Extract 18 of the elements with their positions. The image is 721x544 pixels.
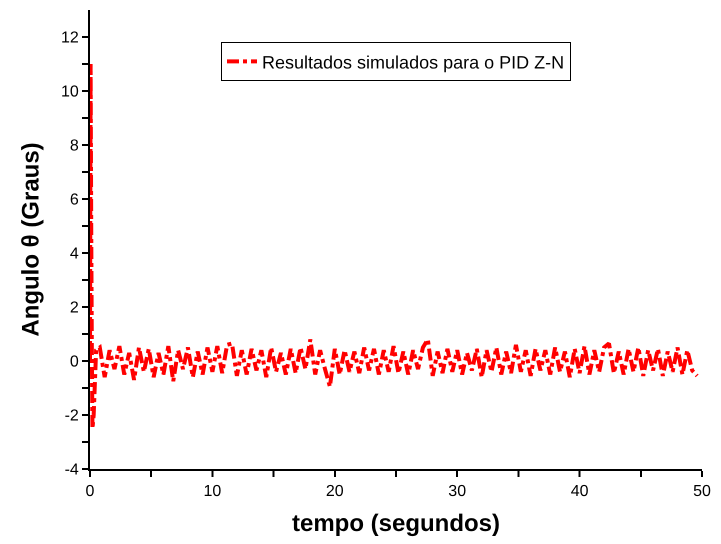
x-tick-label: 0 [86,483,95,500]
x-axis-title: tempo (segundos) [292,510,500,537]
y-tick-label: 12 [61,30,79,47]
y-axis-title: Angulo θ (Graus) [18,142,45,337]
y-tick-label: 2 [70,300,79,317]
y-tick-label: 4 [70,246,79,263]
y-tick-label: 8 [70,138,79,155]
x-tick-label: 20 [326,483,344,500]
y-tick-label: 0 [70,354,79,371]
x-tick-label: 10 [204,483,222,500]
legend-label: Resultados simulados para o PID Z-N [262,52,564,72]
y-tick-label: -2 [64,408,79,425]
x-tick-label: 50 [693,483,711,500]
y-tick-label: -4 [64,462,79,479]
x-tick-label: 30 [448,483,466,500]
y-tick-label: 6 [70,192,79,209]
y-tick-label: 10 [61,84,79,101]
x-tick-label: 40 [570,483,589,500]
